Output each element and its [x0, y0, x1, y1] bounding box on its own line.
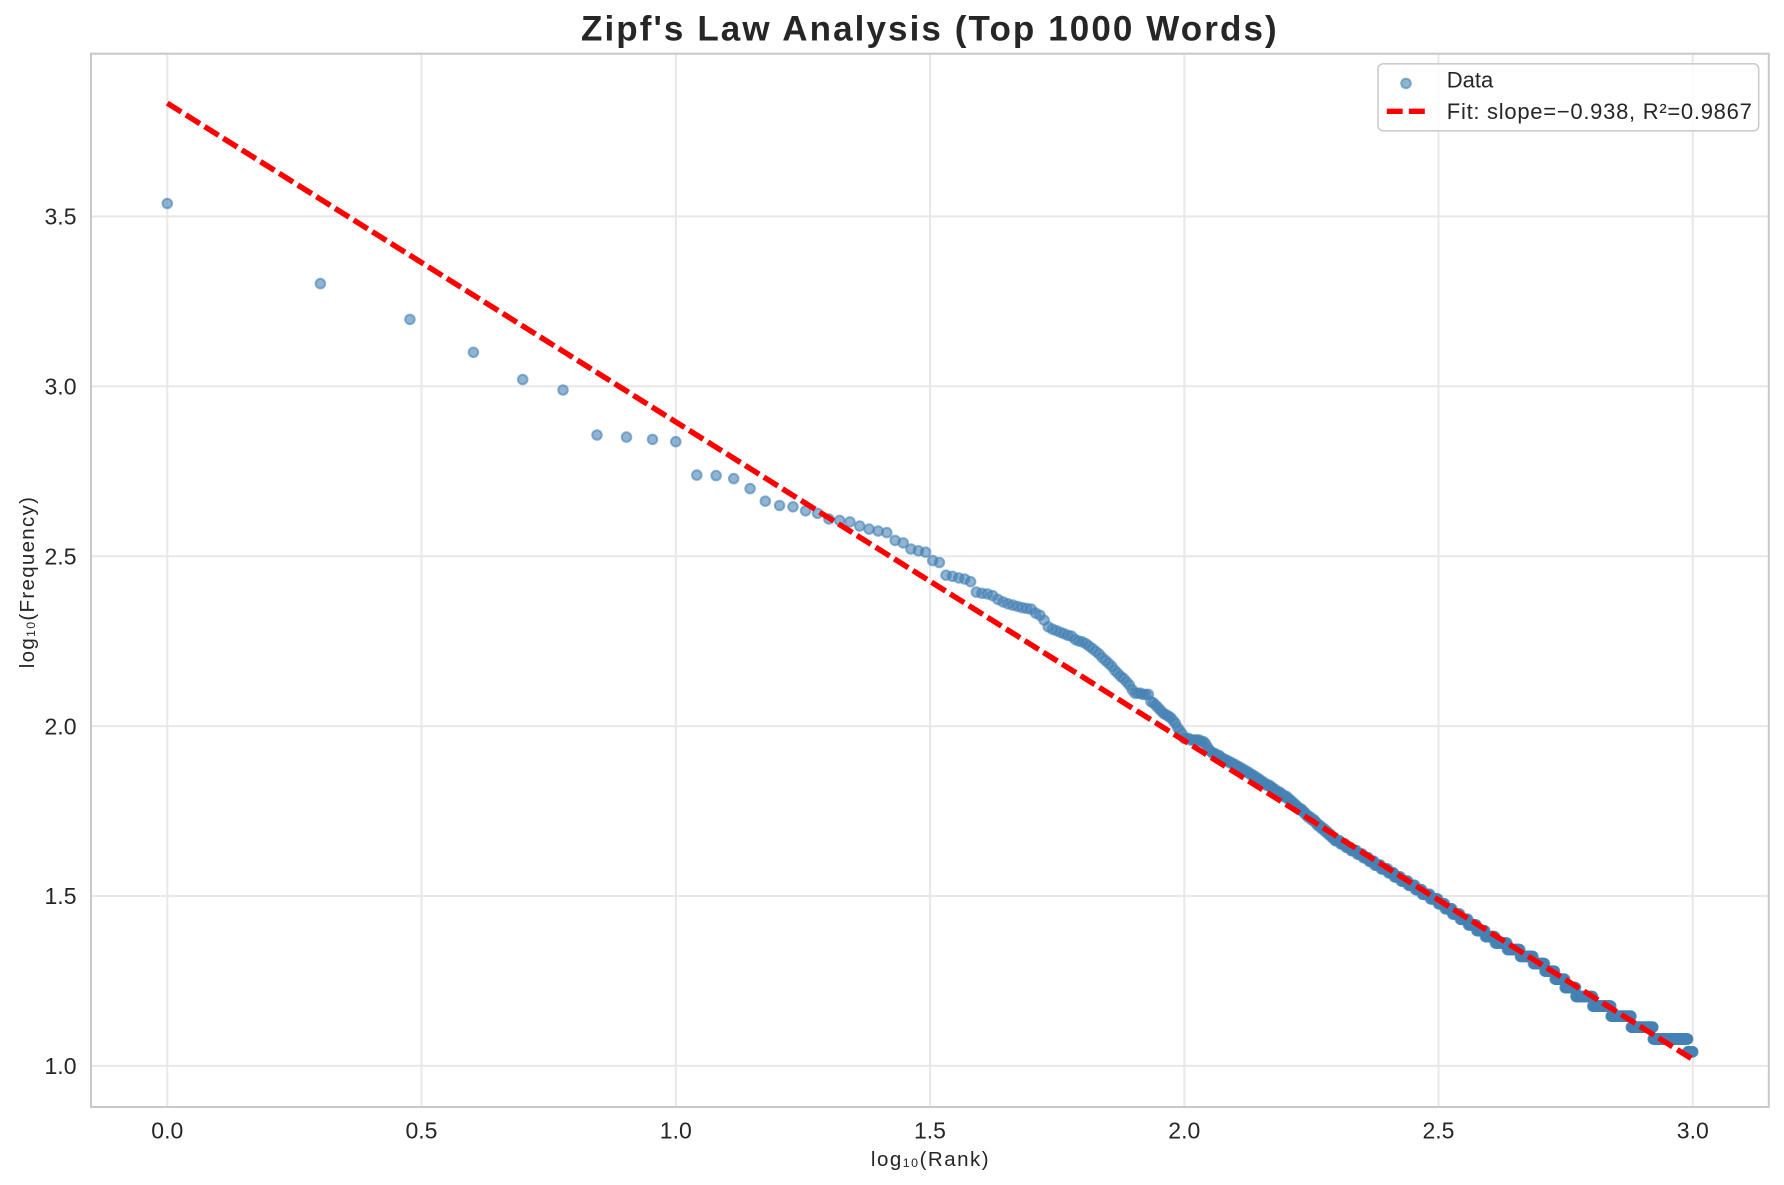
svg-text:Fit: slope=−0.938, R²=0.9867: Fit: slope=−0.938, R²=0.9867 [1447, 99, 1753, 124]
svg-text:Zipf's Law Analysis (Top 1000: Zipf's Law Analysis (Top 1000 Words) [581, 9, 1279, 48]
svg-text:Data: Data [1447, 68, 1494, 93]
svg-text:0.0: 0.0 [151, 1117, 183, 1143]
svg-text:3.0: 3.0 [1677, 1117, 1709, 1143]
svg-text:2.5: 2.5 [45, 543, 77, 569]
svg-text:1.0: 1.0 [660, 1117, 692, 1143]
svg-text:log10(Frequency): log10(Frequency) [16, 496, 39, 668]
svg-text:2.0: 2.0 [1168, 1117, 1200, 1143]
svg-text:1.5: 1.5 [914, 1117, 946, 1143]
svg-text:0.5: 0.5 [406, 1117, 438, 1143]
svg-text:3.0: 3.0 [45, 374, 77, 400]
svg-text:2.5: 2.5 [1423, 1117, 1455, 1143]
svg-text:1.0: 1.0 [45, 1053, 77, 1079]
svg-text:2.0: 2.0 [45, 713, 77, 739]
svg-text:3.5: 3.5 [45, 204, 77, 230]
svg-text:1.5: 1.5 [45, 883, 77, 909]
svg-text:log10(Rank): log10(Rank) [871, 1148, 990, 1171]
